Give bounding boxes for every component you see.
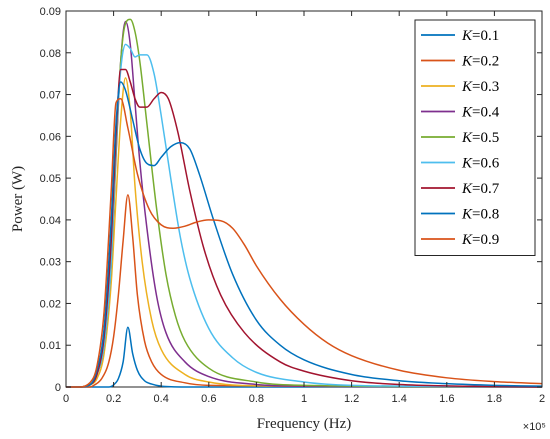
- y-tick-label: 0.03: [40, 257, 61, 269]
- y-axis-title: Power (W): [10, 166, 26, 232]
- legend-label: K=0.4: [461, 105, 500, 121]
- legend-label: K=0.3: [461, 79, 499, 95]
- legend-label: K=0.9: [461, 232, 499, 248]
- x-tick-label: 0.2: [106, 393, 121, 405]
- y-tick-label: 0.08: [40, 48, 61, 60]
- y-tick-label: 0.02: [40, 298, 61, 310]
- series-line-k-0-1: [65, 326, 542, 388]
- series-line-k-0-6: [65, 43, 543, 388]
- x-axis-multiplier: ×10⁵: [523, 421, 546, 433]
- legend-label: K=0.2: [461, 54, 499, 70]
- legend: K=0.1 K=0.2 K=0.3 K=0.4 K=0.5 K=0.6 K=0.7 K=0.8…: [414, 19, 536, 256]
- series-line-k-0-8: [65, 81, 543, 388]
- ticks-layer: 0 0.2 0.4 0.6 0.8 1 1.2 1.4 1.6 1.8 2 0 0.01 0.02 0.03…: [40, 6, 545, 405]
- x-tick-label: 1: [301, 393, 307, 405]
- y-tick-label: 0: [55, 382, 61, 394]
- x-tick-label: 0.8: [249, 393, 264, 405]
- y-tick-label: 0.07: [40, 90, 61, 102]
- series-line-k-0-9: [65, 97, 543, 388]
- x-tick-label: 1.8: [487, 393, 502, 405]
- y-tick-label: 0.01: [40, 340, 61, 352]
- series-layer: [65, 18, 543, 388]
- x-tick-label: 2: [539, 393, 545, 405]
- y-tick-label: 0.05: [40, 173, 61, 185]
- x-tick-label: 0.6: [201, 393, 216, 405]
- legend-label: K=0.1: [461, 28, 499, 44]
- y-tick-label: 0.09: [40, 6, 61, 18]
- x-tick-label: 1.4: [392, 393, 407, 405]
- legend-label: K=0.5: [461, 130, 499, 146]
- y-tick-label: 0.04: [40, 215, 61, 227]
- y-tick-label: 0.06: [40, 131, 61, 143]
- legend-label: K=0.8: [461, 207, 499, 223]
- x-tick-label: 1.6: [439, 393, 454, 405]
- x-tick-label: 0.4: [154, 393, 169, 405]
- x-tick-label: 0: [63, 393, 69, 405]
- x-axis-title: Frequency (Hz): [257, 416, 352, 432]
- x-tick-label: 1.2: [344, 393, 359, 405]
- legend-label: K=0.6: [461, 156, 500, 172]
- series-line-k-0-2: [65, 194, 543, 388]
- legend-label: K=0.7: [461, 181, 500, 197]
- series-line-k-0-7: [65, 68, 543, 388]
